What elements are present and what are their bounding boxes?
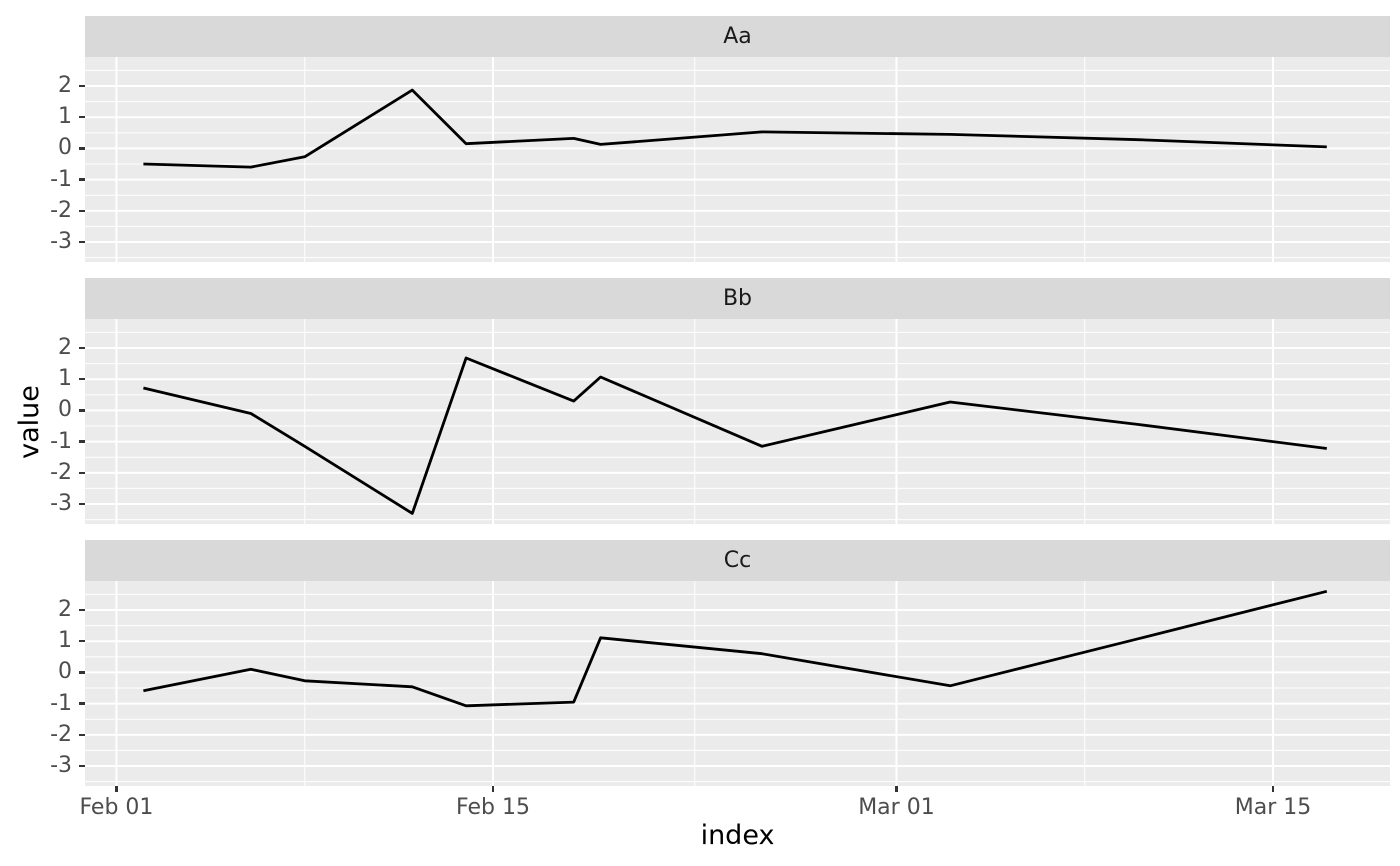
facet-strip-cc: Cc [85, 540, 1390, 581]
y-tick-label: 2 [58, 335, 72, 361]
x-tick-mark [491, 786, 495, 792]
facet-strip-aa: Aa [85, 16, 1390, 57]
y-tick-label: 1 [58, 628, 72, 654]
y-tick-mark [79, 209, 85, 213]
y-tick-mark [79, 84, 85, 88]
x-tick-label: Mar 15 [1234, 795, 1312, 820]
facet-strip-label: Aa [723, 24, 752, 49]
y-tick-label: -3 [50, 229, 72, 255]
y-tick-mark [79, 115, 85, 119]
y-tick-label: -1 [50, 690, 72, 716]
y-tick-mark [79, 733, 85, 737]
y-tick-label: 1 [58, 366, 72, 392]
facet-panel-bb [85, 319, 1390, 524]
facet-strip-bb: Bb [85, 278, 1390, 319]
y-tick-label: -2 [50, 459, 72, 485]
y-tick-mark [79, 240, 85, 244]
x-tick-label: Feb 15 [456, 795, 530, 820]
y-tick-label: 1 [58, 104, 72, 130]
y-axis-title: value [14, 385, 45, 459]
y-tick-mark [79, 409, 85, 412]
y-tick-mark [79, 147, 85, 150]
y-tick-mark [79, 608, 85, 612]
series-line-aa [143, 88, 1327, 169]
y-tick-label: 0 [58, 135, 72, 161]
x-axis-title: index [700, 820, 775, 851]
panel-plot-area [85, 581, 1390, 786]
x-tick-mark [1271, 786, 1275, 792]
x-tick-label: Mar 01 [858, 795, 935, 820]
panel-plot-area [85, 57, 1390, 262]
y-tick-label: 0 [58, 397, 72, 423]
y-tick-mark [79, 440, 85, 443]
y-tick-mark [79, 377, 85, 381]
x-tick-label: Feb 01 [79, 795, 154, 820]
y-tick-mark [79, 702, 85, 705]
y-tick-label: -3 [50, 491, 72, 517]
y-tick-mark [79, 346, 85, 350]
x-tick-mark [115, 786, 118, 792]
panel-plot-area [85, 319, 1390, 524]
y-tick-label: -1 [50, 428, 72, 454]
y-tick-mark [79, 502, 85, 506]
facet-strip-label: Bb [722, 286, 753, 311]
y-tick-mark [79, 671, 85, 674]
facet-panel-aa [85, 57, 1390, 262]
facet-strip-label: Cc [723, 548, 752, 573]
y-tick-label: 2 [58, 73, 72, 99]
x-tick-mark [895, 786, 898, 792]
y-tick-label: 0 [58, 659, 72, 685]
y-tick-mark [79, 764, 85, 768]
series-line-cc [143, 589, 1328, 708]
y-tick-label: -3 [50, 753, 72, 779]
y-tick-mark [79, 178, 85, 181]
y-tick-label: -2 [50, 721, 72, 747]
y-tick-label: -2 [50, 197, 72, 223]
y-tick-label: -1 [50, 166, 72, 192]
facet-panel-cc [85, 581, 1390, 786]
y-tick-mark [79, 471, 85, 475]
series-line-bb [143, 356, 1327, 515]
y-tick-mark [79, 639, 85, 643]
y-tick-label: 2 [58, 597, 72, 623]
